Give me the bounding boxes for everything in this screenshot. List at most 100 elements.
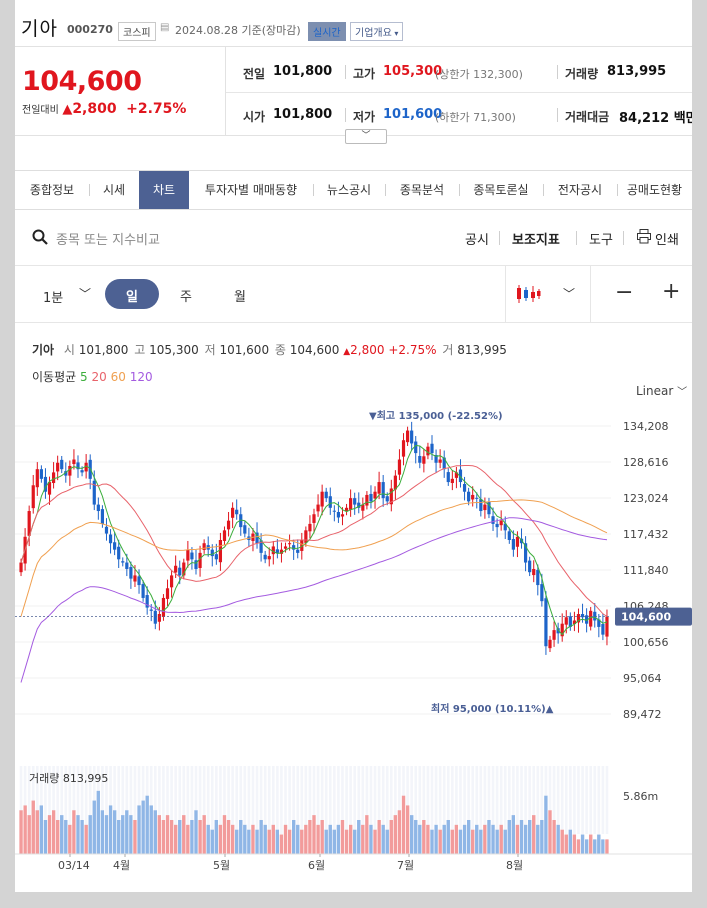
volume-bar bbox=[462, 824, 467, 854]
legend-volume-label: 거 bbox=[442, 343, 454, 357]
expand-toggle[interactable]: ﹀ bbox=[345, 129, 387, 144]
ma60-line bbox=[20, 499, 608, 617]
chevron-down-icon[interactable]: ﹀ bbox=[79, 287, 92, 301]
volume-bar bbox=[544, 795, 548, 854]
print-icon[interactable] bbox=[637, 229, 651, 244]
tab-4[interactable]: 투자자별 매매동향 bbox=[204, 183, 298, 197]
volume-bar bbox=[483, 824, 487, 854]
tab-9[interactable]: 공매도현황 bbox=[626, 183, 683, 197]
volume-bar bbox=[434, 824, 438, 854]
candle-body bbox=[523, 543, 528, 563]
legend-change: 2,800 bbox=[350, 343, 385, 357]
tab-7[interactable]: 종목토론실 bbox=[473, 183, 529, 197]
tab-5[interactable]: 뉴스공시 bbox=[326, 183, 372, 197]
candle-body bbox=[349, 498, 353, 510]
period-1min[interactable]: 1분 bbox=[43, 291, 64, 306]
volume-bar bbox=[377, 820, 381, 854]
x-tick-label: 4월 bbox=[113, 859, 130, 872]
change-percent: +2.75% bbox=[126, 101, 187, 117]
change-row: 전일대비 ▲2,800 +2.75% bbox=[22, 101, 186, 117]
volume-bar bbox=[507, 820, 511, 854]
volume-bar bbox=[300, 829, 304, 854]
legend-low-label: 저 bbox=[204, 343, 216, 357]
notice-button[interactable]: 공시 bbox=[465, 233, 489, 248]
volume-bar bbox=[532, 815, 536, 854]
legend-volume-value: 813,995 bbox=[457, 343, 507, 357]
candle-body bbox=[487, 501, 491, 515]
company-overview-label: 기업개요 bbox=[355, 28, 392, 39]
zoom-in-icon[interactable]: + bbox=[662, 279, 681, 304]
scale-mode-dropdown[interactable]: Linear ﹀ bbox=[636, 383, 687, 398]
volume-bar bbox=[426, 824, 430, 854]
up-triangle-icon: ▲ bbox=[343, 347, 351, 357]
chevron-down-icon[interactable]: ﹀ bbox=[563, 287, 576, 301]
market-badge: 코스피 bbox=[118, 22, 156, 41]
volume-bar bbox=[430, 829, 434, 854]
candle-body bbox=[418, 455, 422, 463]
candle-body bbox=[304, 530, 308, 543]
y-tick-label: 128,616 bbox=[623, 456, 669, 469]
ma20-line bbox=[20, 465, 608, 617]
volume-bar bbox=[450, 829, 454, 854]
row-divider bbox=[226, 92, 692, 93]
volume-bar bbox=[108, 805, 113, 854]
price-chart[interactable]: 134,208128,616123,024117,432111,840106,2… bbox=[15, 400, 692, 880]
volume-bar bbox=[568, 829, 572, 854]
volume-bar bbox=[100, 810, 105, 854]
candle-body bbox=[340, 514, 345, 517]
compare-search-input[interactable]: 종목 또는 지수비교 bbox=[56, 233, 160, 248]
ma-label: 이동평균 bbox=[32, 370, 77, 384]
candle-body bbox=[47, 482, 52, 495]
candle-body bbox=[414, 441, 418, 454]
tab-divider bbox=[313, 184, 314, 196]
company-overview-button[interactable]: 기업개요 ▾ bbox=[350, 22, 404, 41]
candle-body bbox=[548, 639, 552, 649]
search-icon[interactable] bbox=[32, 229, 48, 245]
volume-bar bbox=[344, 829, 349, 854]
candle-body bbox=[60, 459, 64, 470]
realtime-badge[interactable]: 실시간 bbox=[308, 22, 346, 41]
candle-body bbox=[528, 560, 532, 573]
candle-body bbox=[104, 526, 109, 534]
zoom-out-icon[interactable]: − bbox=[615, 280, 634, 305]
volume-bar bbox=[259, 820, 263, 854]
indicator-button[interactable]: 보조지표 bbox=[512, 233, 560, 248]
volume-bar bbox=[145, 795, 149, 854]
tab-8[interactable]: 전자공시 bbox=[557, 183, 603, 197]
candlestick-type-icon[interactable] bbox=[515, 283, 541, 305]
candle-body bbox=[511, 539, 515, 550]
volume-bar bbox=[495, 829, 499, 854]
candle-body bbox=[51, 472, 56, 484]
candle-body bbox=[369, 493, 373, 502]
volume-bar bbox=[316, 824, 320, 854]
period-day-button[interactable] bbox=[105, 279, 159, 309]
volume-bar bbox=[576, 839, 581, 854]
candle-body bbox=[267, 556, 271, 560]
print-button[interactable]: 인쇄 bbox=[655, 233, 679, 248]
tab-1[interactable]: 종합정보 bbox=[29, 183, 75, 197]
period-week[interactable]: 주 bbox=[180, 290, 192, 305]
volume-bar bbox=[491, 824, 495, 854]
candle-body bbox=[540, 584, 544, 602]
candle-body bbox=[430, 443, 434, 454]
volume-bar bbox=[206, 824, 210, 854]
volume-bar bbox=[511, 815, 515, 854]
volume-bar bbox=[157, 815, 161, 854]
tab-3[interactable]: 차트 bbox=[139, 171, 189, 209]
volume-bar bbox=[385, 829, 389, 854]
tools-button[interactable]: 도구 bbox=[589, 233, 613, 248]
period-month[interactable]: 월 bbox=[234, 290, 246, 305]
ma120-label: 120 bbox=[129, 370, 153, 384]
candle-body bbox=[401, 440, 406, 457]
period-day[interactable]: 일 bbox=[126, 290, 138, 305]
volume-bar bbox=[104, 815, 109, 854]
candle-body bbox=[157, 614, 161, 622]
volume-bar bbox=[247, 829, 251, 854]
candle-body bbox=[72, 459, 76, 465]
tab-2[interactable]: 시세 bbox=[102, 183, 126, 197]
volume-bar bbox=[190, 820, 194, 854]
tab-6[interactable]: 종목분석 bbox=[399, 183, 445, 197]
current-price: 104,600 bbox=[22, 66, 142, 97]
volume-bar bbox=[121, 815, 125, 854]
candle-body bbox=[153, 610, 157, 624]
